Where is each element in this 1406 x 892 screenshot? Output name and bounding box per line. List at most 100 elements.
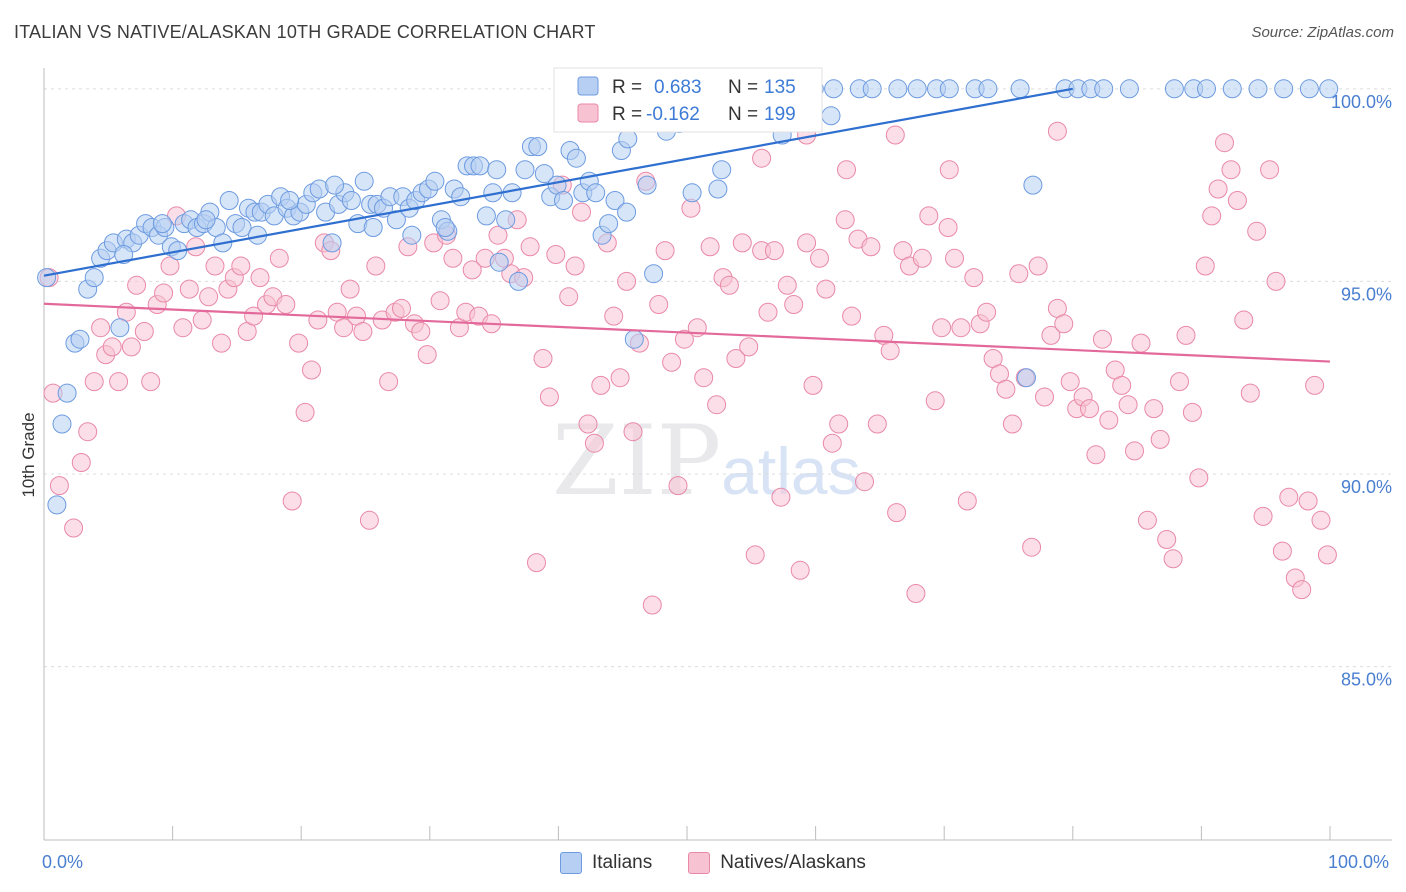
x-ticks	[43, 826, 1331, 840]
data-point	[84, 268, 104, 288]
data-point	[771, 487, 791, 507]
data-point	[1094, 79, 1114, 99]
data-point	[566, 148, 586, 168]
data-point	[1202, 206, 1222, 226]
data-point	[726, 349, 746, 368]
data-point	[1170, 372, 1189, 392]
data-point	[951, 318, 971, 338]
data-point	[784, 295, 804, 314]
data-point	[527, 553, 546, 573]
data-point	[938, 218, 958, 237]
chart-title: ITALIAN VS NATIVE/ALASKAN 10TH GRADE COR…	[14, 22, 596, 42]
data-point	[707, 395, 727, 415]
data-point	[451, 187, 471, 207]
data-point	[708, 179, 728, 199]
x-axis-min-label: 0.0%	[42, 852, 84, 872]
data-point	[134, 322, 154, 341]
data-point	[1157, 530, 1177, 549]
data-point	[334, 318, 354, 338]
data-point	[1119, 79, 1139, 99]
data-point	[295, 402, 315, 422]
data-point	[1222, 79, 1242, 99]
data-point	[662, 352, 682, 372]
stats-n-value-italians: 135	[764, 77, 796, 98]
data-point	[1137, 510, 1157, 530]
data-point	[887, 503, 907, 523]
data-point	[359, 510, 379, 530]
data-point	[37, 268, 57, 288]
data-point	[488, 225, 508, 245]
data-point	[790, 560, 810, 580]
data-point	[1195, 256, 1215, 276]
data-point	[1240, 383, 1260, 403]
data-point	[599, 214, 619, 234]
data-point	[674, 329, 694, 349]
data-point	[1009, 264, 1029, 284]
data-point	[604, 306, 624, 326]
data-point	[803, 375, 823, 395]
data-point	[1086, 445, 1106, 465]
data-point	[888, 79, 908, 99]
data-point	[837, 160, 856, 180]
data-point	[623, 422, 643, 442]
data-point	[173, 318, 193, 338]
data-point	[584, 433, 604, 453]
data-point	[907, 79, 927, 99]
data-point	[353, 322, 373, 341]
data-point	[1054, 314, 1074, 334]
data-point	[212, 333, 231, 353]
stats-n-value-natives: 199	[764, 104, 796, 125]
x-axis-max-label: 100.0%	[1328, 852, 1390, 872]
y-tick-label: 90.0%	[1341, 477, 1392, 497]
data-point	[618, 129, 638, 149]
stats-swatch-natives	[577, 103, 599, 123]
data-point	[110, 318, 130, 338]
data-point	[192, 310, 212, 330]
data-point	[435, 218, 455, 237]
data-point	[764, 241, 784, 261]
stats-legend: R = 0.683 N = 135 R = -0.162 N = 199	[553, 67, 823, 133]
data-point	[411, 322, 431, 341]
data-point	[1022, 537, 1042, 557]
data-point	[1221, 160, 1241, 180]
data-point	[1182, 402, 1202, 422]
data-point	[1099, 410, 1119, 430]
data-point	[392, 298, 411, 318]
data-point	[624, 329, 644, 349]
data-point	[57, 383, 77, 403]
data-point	[1292, 580, 1312, 600]
data-point	[617, 271, 637, 291]
data-point	[1215, 133, 1234, 153]
data-point	[276, 295, 296, 314]
data-point	[539, 387, 559, 407]
data-point	[1317, 545, 1337, 565]
data-point	[302, 360, 321, 380]
data-point	[78, 422, 98, 442]
data-point	[402, 225, 422, 245]
legend-label-natives: Natives/Alaskans	[720, 852, 866, 873]
data-point	[739, 337, 759, 357]
data-point	[515, 160, 535, 180]
data-point	[777, 275, 797, 295]
data-point	[745, 545, 765, 565]
data-point	[732, 233, 752, 253]
data-point	[340, 279, 360, 299]
data-point	[925, 391, 945, 411]
data-point	[1176, 325, 1196, 345]
data-point	[1163, 549, 1183, 569]
stats-r-label-natives: R =	[612, 104, 642, 125]
data-point	[810, 248, 829, 268]
italians-points	[37, 79, 1339, 515]
data-point	[1189, 468, 1209, 488]
stats-swatch-italians	[577, 76, 599, 96]
data-point	[52, 414, 72, 434]
data-point	[280, 191, 300, 210]
data-point	[1092, 329, 1112, 349]
data-point	[1047, 121, 1067, 141]
data-point	[1260, 160, 1280, 180]
data-point	[127, 275, 147, 295]
data-point	[842, 306, 862, 326]
data-point	[91, 318, 111, 338]
data-point	[1164, 79, 1184, 99]
data-point	[219, 191, 239, 210]
